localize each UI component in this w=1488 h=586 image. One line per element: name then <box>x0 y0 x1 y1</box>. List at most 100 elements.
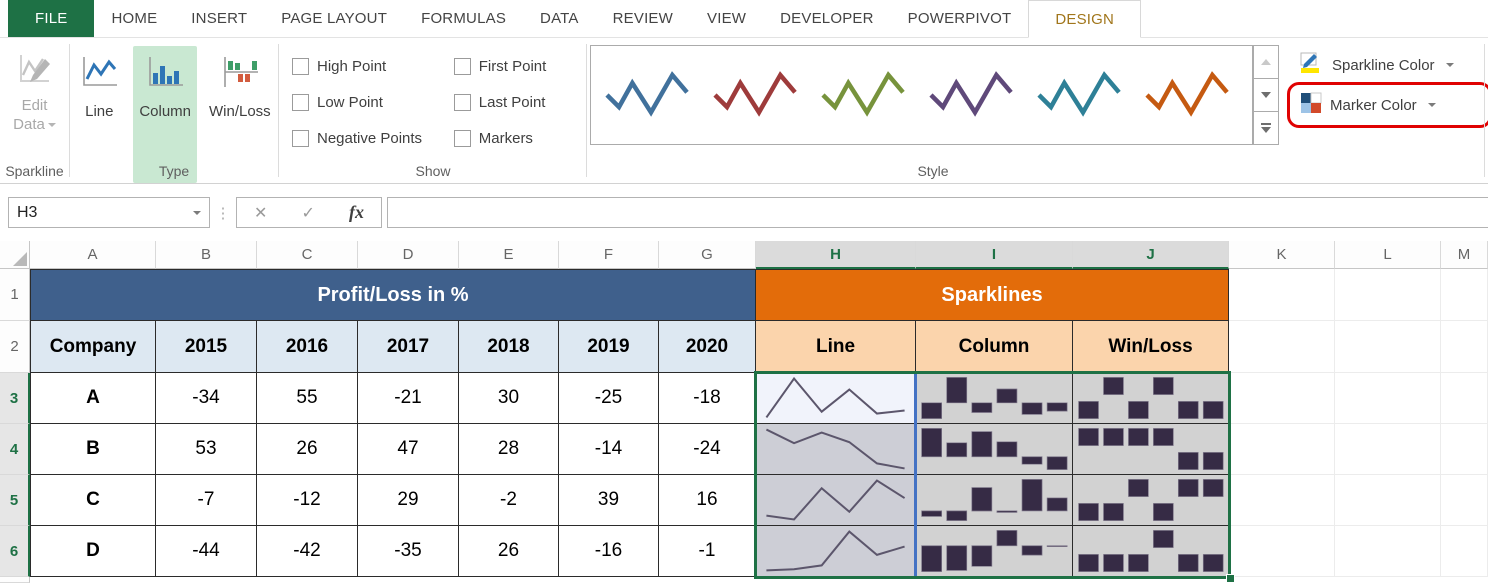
tab-review[interactable]: REVIEW <box>612 10 673 27</box>
tab-home[interactable]: HOME <box>111 10 158 27</box>
cell-value[interactable]: 16 <box>659 475 756 526</box>
column-header-A[interactable]: A <box>30 241 156 269</box>
header-year-2016[interactable]: 2016 <box>257 321 358 373</box>
cell-value[interactable]: 26 <box>257 424 358 475</box>
header-spark-column[interactable]: Column <box>916 321 1073 373</box>
cell-company-C[interactable]: C <box>30 475 156 526</box>
column-header-B[interactable]: B <box>156 241 257 269</box>
winloss-type-button[interactable]: Win/Loss <box>203 46 277 183</box>
header-year-2020[interactable]: 2020 <box>659 321 756 373</box>
column-header-D[interactable]: D <box>358 241 459 269</box>
checkbox-low-point[interactable]: Low Point <box>292 84 450 120</box>
checkbox-negative-points[interactable]: Negative Points <box>292 120 450 156</box>
tab-data[interactable]: DATA <box>540 10 579 27</box>
style-swatch-6[interactable] <box>1137 52 1245 138</box>
column-header-E[interactable]: E <box>459 241 559 269</box>
row-header-4[interactable]: 4 <box>0 424 30 475</box>
style-swatch-2[interactable] <box>705 52 813 138</box>
empty-cell[interactable] <box>1229 475 1335 526</box>
tab-developer[interactable]: DEVELOPER <box>780 10 874 27</box>
checkbox-high-point[interactable]: High Point <box>292 48 450 84</box>
sparkline-cell-I5[interactable] <box>916 475 1073 526</box>
empty-cell[interactable] <box>1335 424 1441 475</box>
empty-cell[interactable] <box>1441 321 1488 373</box>
style-swatch-1[interactable] <box>597 52 705 138</box>
row-header-5[interactable]: 5 <box>0 475 30 526</box>
tab-file[interactable]: FILE <box>8 0 95 37</box>
cell-company-B[interactable]: B <box>30 424 156 475</box>
select-all-corner[interactable] <box>0 241 30 269</box>
sparkline-cell-I4[interactable] <box>916 424 1073 475</box>
sparkline-cell-J3[interactable] <box>1073 373 1229 424</box>
empty-cell[interactable] <box>1335 321 1441 373</box>
cell-value[interactable]: -24 <box>659 424 756 475</box>
cell-value[interactable]: 28 <box>459 424 559 475</box>
column-type-button[interactable]: Column <box>133 46 197 183</box>
empty-cell[interactable] <box>1441 269 1488 321</box>
banner-profit-loss[interactable]: Profit/Loss in % <box>30 269 756 321</box>
cell-value[interactable]: -14 <box>559 424 659 475</box>
cell-value[interactable]: 53 <box>156 424 257 475</box>
empty-cell[interactable] <box>1229 526 1335 577</box>
style-swatch-3[interactable] <box>813 52 921 138</box>
cell-company-A[interactable]: A <box>30 373 156 424</box>
checkbox-first-point[interactable]: First Point <box>453 48 574 84</box>
style-swatch-4[interactable] <box>921 52 1029 138</box>
header-year-2015[interactable]: 2015 <box>156 321 257 373</box>
cell-value[interactable]: 26 <box>459 526 559 577</box>
row-header-1[interactable]: 1 <box>0 269 30 321</box>
cell-value[interactable]: 55 <box>257 373 358 424</box>
banner-sparklines[interactable]: Sparklines <box>756 269 1229 321</box>
tab-design[interactable]: DESIGN <box>1028 0 1142 38</box>
cell-value[interactable]: -35 <box>358 526 459 577</box>
cell-value[interactable]: -25 <box>559 373 659 424</box>
column-header-I[interactable]: I <box>916 241 1073 269</box>
checkbox-box[interactable] <box>453 93 471 111</box>
tab-page-layout[interactable]: PAGE LAYOUT <box>281 10 388 27</box>
line-type-button[interactable]: Line <box>71 46 127 183</box>
column-header-G[interactable]: G <box>659 241 756 269</box>
cell-company-D[interactable]: D <box>30 526 156 577</box>
empty-cell[interactable] <box>1441 424 1488 475</box>
name-box[interactable]: H3 <box>8 197 210 228</box>
selection-fill-handle[interactable] <box>1226 574 1235 583</box>
sparkline-cell-H3[interactable] <box>756 373 916 424</box>
tab-insert[interactable]: INSERT <box>191 10 248 27</box>
checkbox-box[interactable] <box>292 57 309 75</box>
column-header-F[interactable]: F <box>559 241 659 269</box>
column-header-H[interactable]: H <box>756 241 916 269</box>
row-header-3[interactable]: 3 <box>0 373 30 424</box>
sparkline-cell-J6[interactable] <box>1073 526 1229 577</box>
formula-bar-handle[interactable]: ⋮ <box>215 204 231 222</box>
sparkline-cell-H6[interactable] <box>756 526 916 577</box>
empty-cell[interactable] <box>1229 424 1335 475</box>
checkbox-box[interactable] <box>292 93 309 111</box>
header-year-2019[interactable]: 2019 <box>559 321 659 373</box>
name-box-dropdown-icon[interactable] <box>193 210 201 215</box>
insert-function-icon[interactable]: fx <box>348 202 364 222</box>
checkbox-box[interactable] <box>292 129 309 147</box>
column-header-M[interactable]: M <box>1441 241 1488 269</box>
checkbox-box[interactable] <box>453 57 471 75</box>
marker-color-button[interactable]: Marker Color <box>1287 82 1488 128</box>
row-header-partial[interactable] <box>0 577 30 583</box>
empty-cell[interactable] <box>1229 373 1335 424</box>
header-company[interactable]: Company <box>30 321 156 373</box>
empty-cell[interactable] <box>1229 269 1335 321</box>
sparkline-cell-J5[interactable] <box>1073 475 1229 526</box>
header-year-2017[interactable]: 2017 <box>358 321 459 373</box>
gallery-scroll-up-button[interactable] <box>1253 45 1279 79</box>
sparkline-color-button[interactable]: Sparkline Color <box>1294 46 1488 84</box>
edit-data-button[interactable]: Edit Data <box>0 44 69 137</box>
sparkline-cell-J4[interactable] <box>1073 424 1229 475</box>
header-spark-winloss[interactable]: Win/Loss <box>1073 321 1229 373</box>
cell-value[interactable]: 39 <box>559 475 659 526</box>
empty-cell[interactable] <box>1441 526 1488 577</box>
style-swatch-5[interactable] <box>1029 52 1137 138</box>
cell-value[interactable]: 29 <box>358 475 459 526</box>
gallery-more-button[interactable] <box>1253 112 1279 145</box>
cell-value[interactable]: -7 <box>156 475 257 526</box>
checkbox-box[interactable] <box>453 129 471 147</box>
checkbox-markers[interactable]: Markers <box>453 120 574 156</box>
cell-value[interactable]: -1 <box>659 526 756 577</box>
